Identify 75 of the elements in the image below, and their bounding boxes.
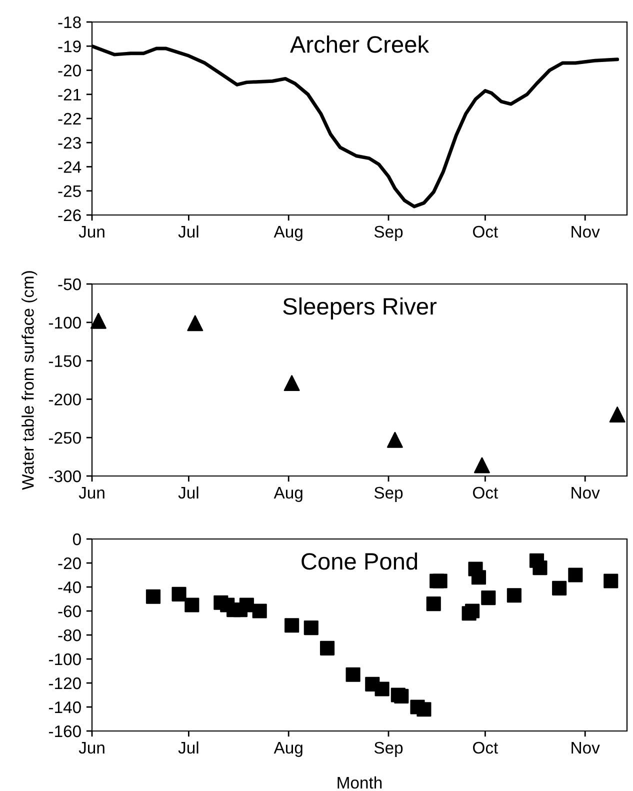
point <box>172 586 186 602</box>
x-tick-label: Nov <box>572 226 600 238</box>
x-axis-title: Month <box>338 776 382 789</box>
point <box>386 432 403 448</box>
x-tick-label: Sep <box>374 742 403 757</box>
y-tick-label: -80 <box>58 629 81 642</box>
x-tick-label: Aug <box>274 226 302 241</box>
point <box>184 598 200 612</box>
x-tick-label: Sep <box>374 486 403 502</box>
x-tick-label: Oct <box>473 226 498 238</box>
y-tick-label: -23 <box>58 137 81 149</box>
point <box>471 570 486 585</box>
y-tick-label: -40 <box>58 581 81 594</box>
x-tick-label: Nov <box>572 487 600 499</box>
point <box>252 604 267 618</box>
point <box>426 596 441 612</box>
y-tick-label: -21 <box>58 88 81 100</box>
point <box>187 315 204 332</box>
chart-title: Archer Creek <box>290 36 430 53</box>
y-tick-label: -120 <box>48 677 81 690</box>
point <box>465 604 480 618</box>
y-tick-label: -24 <box>58 161 82 173</box>
y-tick-label: -140 <box>48 701 81 714</box>
y-tick-label: -200 <box>48 394 81 406</box>
point <box>284 375 300 392</box>
x-tick-label: Jul <box>178 486 198 499</box>
x-tick-label: Jul <box>178 225 198 238</box>
x-tick-label: Aug <box>274 742 302 757</box>
y-tick-label: -50 <box>58 278 81 290</box>
point <box>474 457 490 474</box>
point <box>346 667 360 682</box>
point <box>506 588 522 603</box>
point <box>146 589 161 604</box>
y-tick-label: -20 <box>58 557 81 570</box>
point <box>284 618 300 633</box>
point <box>394 688 409 704</box>
x-tick-label: Jul <box>178 741 198 754</box>
point <box>532 560 548 576</box>
point <box>90 312 106 329</box>
y-tick-label: -100 <box>48 653 81 666</box>
point <box>609 406 626 423</box>
y-tick-label: -20 <box>58 64 81 76</box>
y-axis-title: Water table from surface (cm) <box>22 271 38 490</box>
x-tick-label: Oct <box>473 486 498 499</box>
y-tick-label: -300 <box>48 470 81 482</box>
y-tick-label: -19 <box>58 40 81 52</box>
x-tick-label: Jun <box>78 226 104 238</box>
y-tick-label: -18 <box>58 16 81 28</box>
y-tick-label: -22 <box>58 112 81 125</box>
x-tick-label: Jun <box>78 742 104 754</box>
y-tick-label: -250 <box>48 432 81 444</box>
point <box>320 640 335 656</box>
y-tick-label: -60 <box>58 605 81 618</box>
text: Sleepers River <box>283 297 437 320</box>
point <box>604 574 618 588</box>
y-tick-label: -160 <box>48 725 81 738</box>
point <box>416 702 432 717</box>
point <box>481 590 496 606</box>
point <box>568 568 583 582</box>
point <box>304 620 318 636</box>
x-tick-label: Sep <box>374 226 403 241</box>
x-tick-label: Jun <box>78 487 104 499</box>
point <box>552 580 567 596</box>
point <box>374 682 390 696</box>
chart-title: Cone Pond <box>302 552 418 570</box>
x-tick-label: Aug <box>274 487 302 502</box>
y-tick-label: 0 <box>72 533 81 546</box>
y-tick-label: -25 <box>58 185 81 198</box>
point <box>239 598 254 612</box>
y-tick-label: -26 <box>58 209 81 222</box>
x-tick-label: Nov <box>572 742 600 754</box>
x-tick-label: Oct <box>473 742 498 754</box>
point <box>432 574 448 588</box>
y-tick-label: -150 <box>48 355 81 368</box>
y-tick-label: -100 <box>48 316 81 329</box>
